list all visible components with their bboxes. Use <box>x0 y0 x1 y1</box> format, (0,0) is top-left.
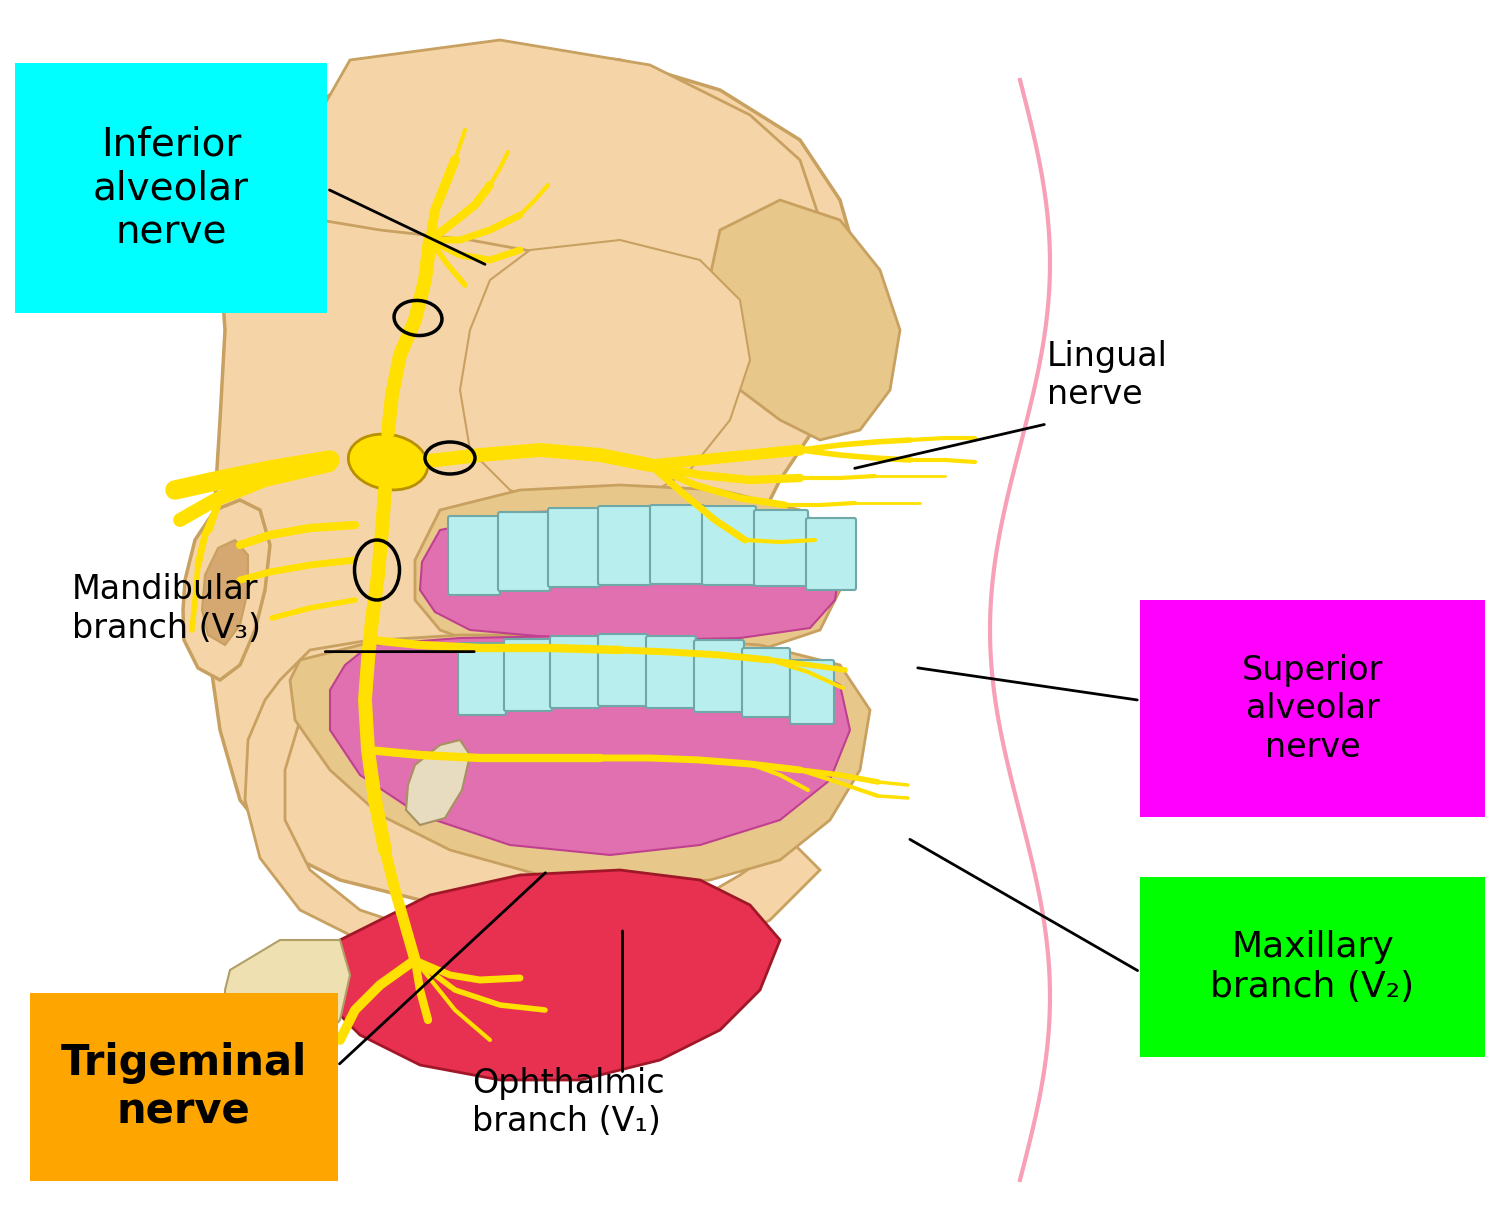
Polygon shape <box>320 870 780 1080</box>
Polygon shape <box>225 940 350 1069</box>
Text: Lingual
nerve: Lingual nerve <box>1047 340 1168 410</box>
FancyBboxPatch shape <box>550 636 600 708</box>
FancyBboxPatch shape <box>806 518 856 590</box>
FancyBboxPatch shape <box>646 636 696 708</box>
FancyBboxPatch shape <box>790 660 834 723</box>
FancyBboxPatch shape <box>448 516 500 596</box>
Text: Maxillary
branch (V₂): Maxillary branch (V₂) <box>1210 931 1414 1004</box>
Text: Inferior
alveolar
nerve: Inferior alveolar nerve <box>93 125 249 251</box>
FancyBboxPatch shape <box>504 639 552 711</box>
FancyBboxPatch shape <box>702 505 756 585</box>
Text: Ophthalmic
branch (V₁): Ophthalmic branch (V₁) <box>472 1067 664 1138</box>
FancyBboxPatch shape <box>498 512 550 591</box>
FancyBboxPatch shape <box>548 508 600 587</box>
Polygon shape <box>244 639 820 980</box>
FancyBboxPatch shape <box>15 63 327 313</box>
Polygon shape <box>416 485 840 660</box>
FancyBboxPatch shape <box>742 648 790 717</box>
Polygon shape <box>183 501 270 680</box>
FancyBboxPatch shape <box>598 635 648 706</box>
FancyBboxPatch shape <box>30 993 338 1181</box>
Polygon shape <box>290 635 870 885</box>
FancyBboxPatch shape <box>1140 600 1485 817</box>
FancyBboxPatch shape <box>694 639 744 713</box>
Polygon shape <box>200 50 859 900</box>
Polygon shape <box>330 636 850 855</box>
Text: Trigeminal
nerve: Trigeminal nerve <box>60 1041 308 1133</box>
Polygon shape <box>705 200 900 440</box>
FancyBboxPatch shape <box>754 510 808 586</box>
Polygon shape <box>460 240 750 510</box>
FancyBboxPatch shape <box>598 505 652 585</box>
Ellipse shape <box>348 434 427 490</box>
Text: Mandibular
branch (V₃): Mandibular branch (V₃) <box>72 574 261 644</box>
Polygon shape <box>202 540 248 646</box>
FancyBboxPatch shape <box>1140 877 1485 1057</box>
FancyBboxPatch shape <box>650 505 704 583</box>
Polygon shape <box>406 741 470 825</box>
FancyBboxPatch shape <box>458 643 506 715</box>
Polygon shape <box>420 510 840 639</box>
Polygon shape <box>300 40 820 300</box>
Text: Superior
alveolar
nerve: Superior alveolar nerve <box>1242 654 1383 764</box>
